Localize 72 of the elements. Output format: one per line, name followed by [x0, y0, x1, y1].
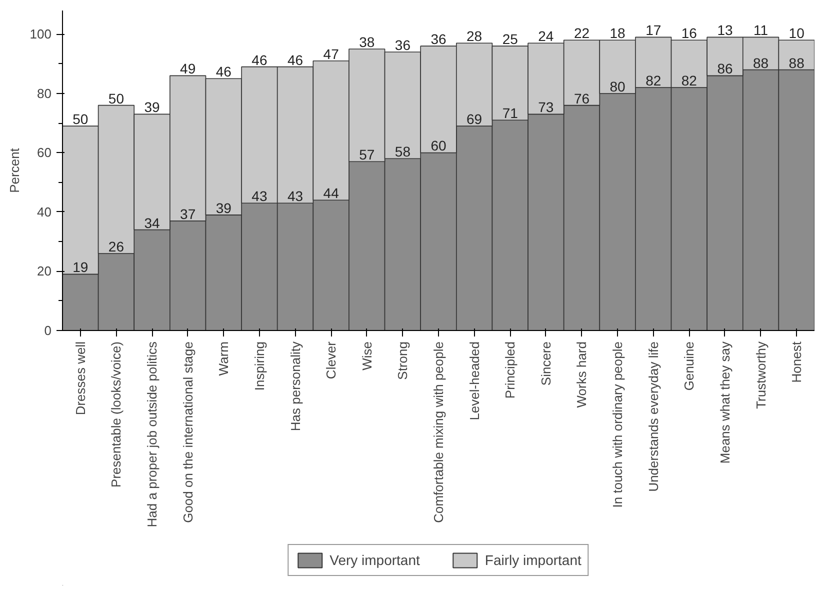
data-label: 10: [788, 25, 805, 42]
data-label: 76: [574, 90, 590, 106]
x-tick-label: Had a proper job outside politics: [144, 341, 160, 528]
data-label: 47: [323, 46, 340, 62]
data-label: 18: [610, 25, 626, 42]
x-tick-label: Inspiring: [252, 341, 267, 391]
data-label: 38: [359, 34, 375, 50]
x-tick-label: Trustworthy: [753, 341, 768, 409]
x-tick-label: Has personality: [288, 341, 303, 432]
data-label: 36: [394, 36, 411, 53]
data-label: 46: [287, 52, 304, 68]
data-label: 46: [216, 64, 232, 80]
data-label: 37: [180, 206, 196, 222]
data-label: 60: [430, 138, 446, 154]
data-label: 43: [287, 188, 304, 204]
x-tick-label: Principled: [502, 341, 518, 399]
data-label: 58: [394, 144, 411, 160]
x-tick-label: Understands everyday life: [646, 341, 661, 492]
y-tick-label: 0: [44, 323, 52, 338]
data-label: 36: [430, 31, 446, 48]
data-label: 82: [646, 72, 662, 89]
x-tick-label: Good on the international stage: [180, 341, 196, 523]
x-tick-label: Presentable (looks/voice): [108, 341, 124, 488]
x-tick-label: Means what they say: [717, 341, 732, 464]
y-tick-label: 40: [37, 204, 52, 220]
x-tick-label: Wise: [359, 342, 374, 370]
y-tick-label: 100: [30, 26, 52, 42]
x-tick-label: Sincere: [538, 342, 554, 386]
y-tick-label: 20: [37, 264, 52, 279]
data-label: 44: [323, 185, 340, 202]
data-label: 49: [180, 60, 196, 77]
data-label: 39: [216, 200, 232, 216]
data-label: 88: [788, 54, 805, 71]
data-label: 57: [359, 146, 375, 163]
legend-label: Very important: [330, 552, 420, 568]
x-tick-label: Warm: [216, 341, 232, 376]
y-tick-label: 80: [37, 86, 52, 101]
data-label: 22: [574, 25, 590, 42]
x-tick-label: Honest: [789, 341, 804, 383]
x-tick-label: Comfortable mixing with people: [431, 341, 446, 523]
x-tick-label: Level-headed: [466, 341, 482, 420]
data-label: 69: [466, 111, 482, 128]
data-label: 50: [72, 111, 88, 128]
data-label: 46: [252, 52, 268, 68]
data-label: 11: [754, 22, 768, 38]
data-label: 73: [538, 99, 554, 116]
data-label: 25: [502, 31, 518, 48]
x-tick-label: Works hard: [574, 341, 590, 408]
data-label: 28: [466, 28, 482, 44]
data-label: 26: [108, 238, 124, 254]
x-tick-label: Strong: [395, 341, 410, 380]
x-tick-label: Dresses well: [72, 341, 88, 416]
data-label: 82: [681, 72, 698, 89]
y-axis-title: Percent: [6, 148, 22, 193]
data-label: 43: [252, 188, 268, 204]
x-tick-label: In touch with ordinary people: [610, 341, 626, 508]
y-tick-label: 60: [37, 145, 52, 160]
legend-label: Fairly important: [484, 552, 582, 568]
x-tick-label: Genuine: [682, 341, 697, 391]
data-label: 88: [753, 54, 769, 71]
data-label: 13: [717, 22, 733, 38]
data-label: 50: [108, 90, 124, 106]
data-label: 71: [502, 105, 518, 122]
data-label: 34: [144, 214, 160, 231]
data-label: 86: [717, 60, 733, 77]
data-label: 24: [538, 28, 554, 44]
data-label: 17: [646, 22, 662, 38]
x-tick-label: Clever: [324, 340, 339, 380]
data-label: 19: [72, 259, 88, 276]
data-label: 16: [681, 25, 698, 42]
data-label: 80: [610, 78, 626, 94]
data-label: 39: [144, 99, 160, 116]
